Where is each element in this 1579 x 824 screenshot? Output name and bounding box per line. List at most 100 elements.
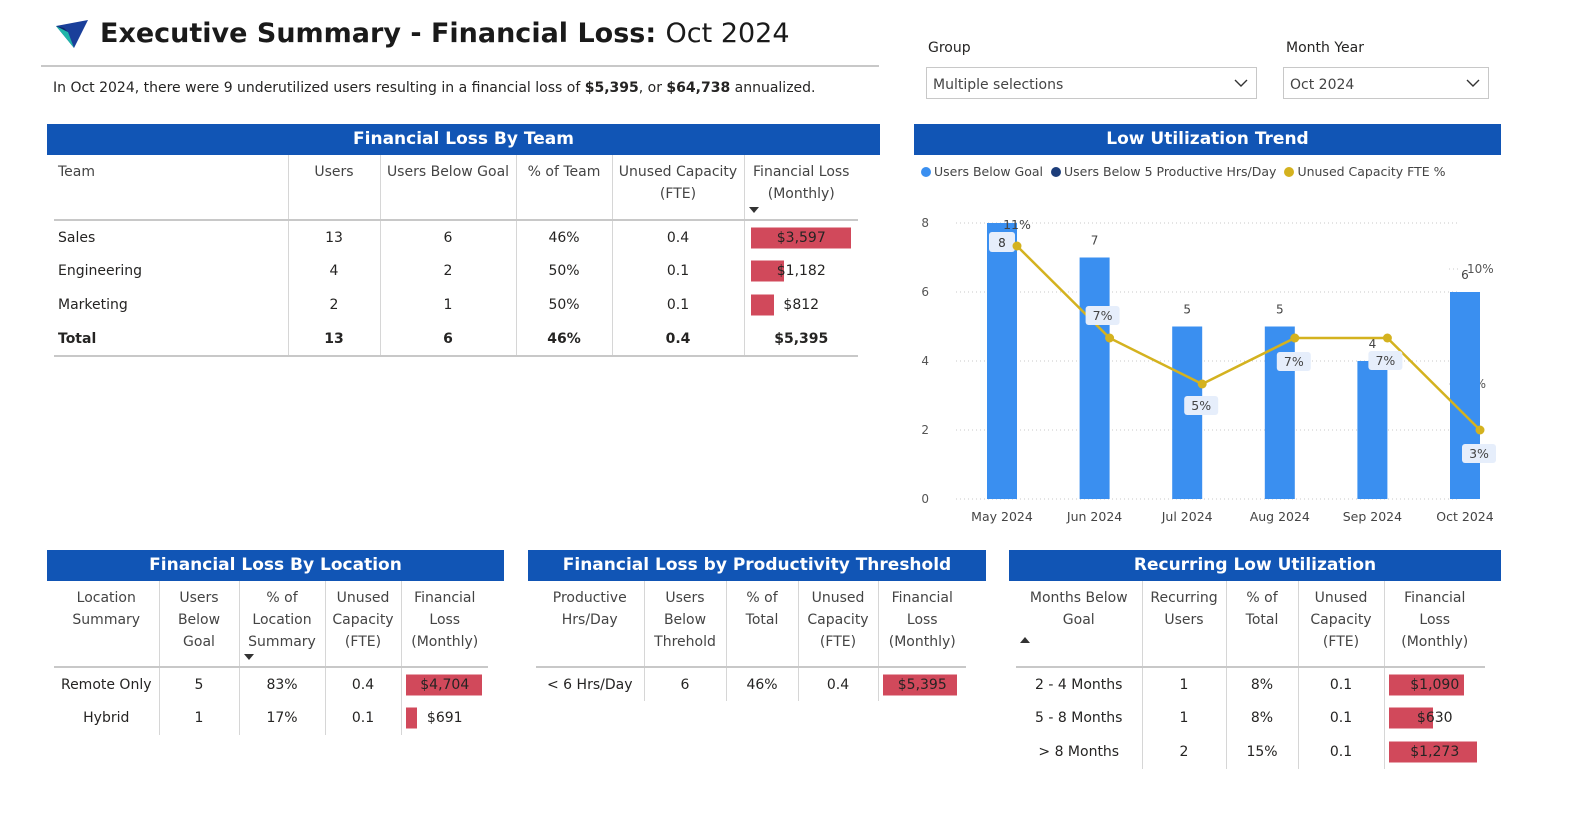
loss-bar [750, 260, 784, 282]
table-row[interactable]: Remote Only 5 83% 0.4 $4,704 [54, 667, 488, 701]
fte-col-header[interactable]: Unused Capacity (FTE) [612, 155, 745, 221]
table-row[interactable]: 5 - 8 Months 1 8% 0.1 $630 [1016, 701, 1485, 735]
recurring-users-col-header[interactable]: Recurring Users [1142, 581, 1227, 668]
y-tick-label: 6 [921, 285, 929, 299]
trend-chart-title: Low Utilization Trend [914, 124, 1501, 155]
table-row[interactable]: Engineering 4 2 50% 0.1 $1,182 [54, 254, 858, 288]
line-data-label: 3% [1469, 446, 1489, 461]
loss-bar [405, 707, 417, 729]
table-row[interactable]: < 6 Hrs/Day 6 46% 0.4 $5,395 [536, 667, 966, 701]
group-filter-value: Multiple selections [933, 77, 1064, 93]
x-tick-label: Oct 2024 [1436, 509, 1493, 524]
bar-label-bg [989, 232, 1015, 252]
loss-col-header[interactable]: Financial Loss (Monthly) [744, 155, 858, 221]
x-tick-label: Jun 2024 [1066, 509, 1122, 524]
users-below-goal-col-header[interactable]: Users Below Goal [159, 581, 240, 668]
loss-col-header[interactable]: Financial Loss (Monthly) [1384, 581, 1485, 668]
line-label-bg [1462, 444, 1496, 463]
sort-asc-icon [1020, 637, 1030, 643]
low-utilization-trend-chart: 0 2 4 6 8 5% 10% 7 5 5 4 6 8 May 2024 Jun 2024 Jul 2024… [921, 216, 1496, 524]
line-data-label: 11% [1003, 217, 1031, 232]
line-data-label: 5% [1191, 398, 1211, 413]
y-tick-label: 4 [921, 354, 929, 368]
table-row[interactable]: 2 - 4 Months 1 8% 0.1 $1,090 [1016, 667, 1485, 701]
below-goal-col-header[interactable]: Users Below Goal [380, 155, 517, 221]
line-data-label: 7% [1093, 308, 1113, 323]
loss-cell: $812 [744, 288, 858, 322]
month-filter-value: Oct 2024 [1290, 77, 1355, 93]
bar-data-label: 8 [998, 236, 1006, 250]
line-point [1290, 333, 1300, 343]
pct-total-col-header[interactable]: % of Total [1226, 581, 1299, 668]
company-logo-icon [56, 20, 88, 48]
loss-col-header[interactable]: Financial Loss (Monthly) [878, 581, 966, 668]
loss-col-header[interactable]: Financial Loss (Monthly) [401, 581, 488, 668]
y2-tick-label: 10% [1467, 262, 1494, 276]
bar-users-below-goal [1079, 257, 1110, 499]
group-filter-dropdown[interactable]: Multiple selections [926, 67, 1257, 99]
line-point [1382, 333, 1392, 343]
bar-users-below-goal [1357, 361, 1388, 499]
bar-data-label: 7 [1091, 234, 1099, 248]
pct-total-col-header[interactable]: % of Total [726, 581, 799, 668]
loss-cell: $3,597 [744, 220, 858, 254]
bar-data-label: 6 [1461, 268, 1469, 282]
pct-location-col-header[interactable]: % of Location Summary [239, 581, 326, 668]
users-col-header[interactable]: Users [288, 155, 381, 221]
table-row[interactable]: Sales 13 6 46% 0.4 $3,597 [54, 220, 858, 254]
bar-users-below-goal [1450, 292, 1480, 499]
bar-users-below-goal [987, 223, 1017, 499]
line-point [1012, 241, 1022, 251]
x-tick-label: Sep 2024 [1343, 509, 1402, 524]
legend-dot-icon [1284, 167, 1295, 177]
loss-cell: $4,704 [401, 667, 488, 701]
chevron-down-icon [1466, 79, 1480, 87]
loss-bar [750, 294, 774, 316]
loss-bar [1388, 707, 1433, 729]
legend-item-below-5-hrs[interactable]: Users Below 5 Productive Hrs/Day [1051, 164, 1276, 179]
line-point [1475, 425, 1485, 435]
loss-cell: $630 [1384, 701, 1485, 735]
legend-dot-icon [921, 167, 931, 177]
loss-cell: $1,182 [744, 254, 858, 288]
loss-cell: $1,090 [1384, 667, 1485, 701]
productivity-table: Productive Hrs/Day Users Below Threhold … [536, 581, 966, 701]
sort-desc-icon [243, 654, 254, 660]
fte-col-header[interactable]: Unused Capacity (FTE) [325, 581, 402, 668]
y-tick-label: 8 [921, 216, 929, 230]
table-row[interactable]: Hybrid 1 17% 0.1 $691 [54, 701, 488, 735]
fte-col-header[interactable]: Unused Capacity (FTE) [1298, 581, 1385, 668]
productivity-table-title: Financial Loss by Productivity Threshold [528, 550, 986, 581]
recurring-table-title: Recurring Low Utilization [1009, 550, 1501, 581]
legend-item-unused-capacity[interactable]: Unused Capacity FTE % [1284, 164, 1446, 179]
table-row[interactable]: > 8 Months 2 15% 0.1 $1,273 [1016, 735, 1485, 769]
legend-item-users-below-goal[interactable]: Users Below Goal [921, 164, 1043, 179]
x-tick-label: Aug 2024 [1250, 509, 1310, 524]
location-table-title: Financial Loss By Location [47, 550, 504, 581]
months-col-header[interactable]: Months Below Goal [1016, 581, 1143, 668]
location-col-header[interactable]: Location Summary [54, 581, 160, 668]
team-table: Team Users Users Below Goal % of Team Un… [54, 155, 858, 357]
team-col-header[interactable]: Team [54, 155, 289, 221]
month-filter-dropdown[interactable]: Oct 2024 [1283, 67, 1489, 99]
hrs-col-header[interactable]: Productive Hrs/Day [536, 581, 645, 668]
sort-desc-icon [748, 207, 759, 213]
fte-col-header[interactable]: Unused Capacity (FTE) [798, 581, 879, 668]
users-below-threshold-col-header[interactable]: Users Below Threhold [644, 581, 727, 668]
line-point [1105, 333, 1115, 343]
legend-dot-icon [1051, 167, 1062, 177]
table-row[interactable]: Marketing 2 1 50% 0.1 $812 [54, 288, 858, 322]
line-data-label: 7% [1284, 354, 1304, 369]
group-filter-label: Group [928, 40, 971, 56]
loss-cell: $5,395 [878, 667, 966, 701]
line-label-bg [1184, 396, 1219, 415]
chevron-down-icon [1234, 79, 1248, 87]
loss-bar [1388, 674, 1464, 695]
loss-bar [1388, 741, 1477, 763]
chart-legend: Users Below Goal Users Below 5 Productiv… [921, 164, 1446, 179]
loss-cell: $1,273 [1384, 735, 1485, 769]
line-data-label: 7% [1375, 353, 1395, 368]
line-point [1197, 379, 1207, 389]
pct-team-col-header[interactable]: % of Team [516, 155, 613, 221]
bar-data-label: 4 [1369, 337, 1377, 351]
